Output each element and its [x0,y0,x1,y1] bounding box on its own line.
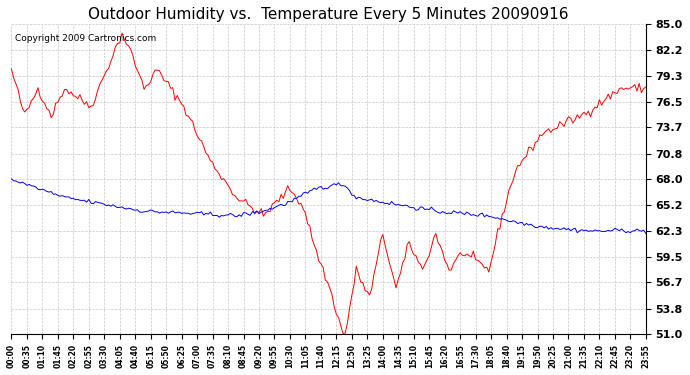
Title: Outdoor Humidity vs.  Temperature Every 5 Minutes 20090916: Outdoor Humidity vs. Temperature Every 5… [88,7,569,22]
Text: Copyright 2009 Cartronics.com: Copyright 2009 Cartronics.com [14,34,156,43]
